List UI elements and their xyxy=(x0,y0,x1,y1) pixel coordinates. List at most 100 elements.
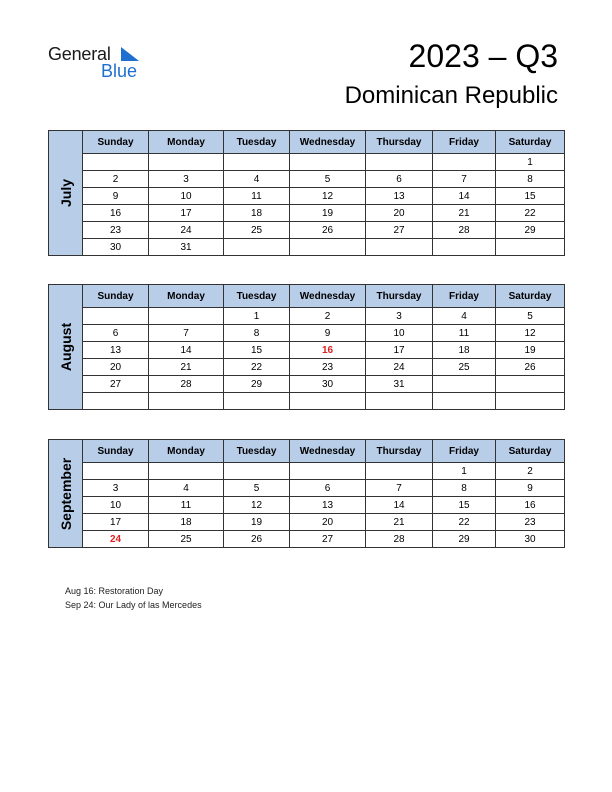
day-cell: 8 xyxy=(495,170,565,188)
weekday-header: Thursday xyxy=(365,130,433,154)
week-row: 9 10 11 12 13 14 15 xyxy=(49,187,565,205)
day-cell: 16 xyxy=(495,496,565,514)
day-cell: 30 xyxy=(289,375,366,393)
month-name: August xyxy=(57,322,74,372)
day-cell: 26 xyxy=(495,358,565,376)
day-cell: 25 xyxy=(432,358,496,376)
day-cell xyxy=(148,307,224,325)
day-cell xyxy=(82,307,149,325)
day-cell: 4 xyxy=(432,307,496,325)
day-cell: 10 xyxy=(365,324,433,342)
day-cell xyxy=(365,392,433,410)
weekday-header: Monday xyxy=(148,130,224,154)
day-cell xyxy=(365,462,433,480)
weekday-header: Monday xyxy=(148,284,224,308)
weekday-header: Monday xyxy=(148,439,224,463)
logo-general-text: General xyxy=(48,44,111,64)
day-cell xyxy=(289,462,366,480)
weekday-header: Wednesday xyxy=(289,284,366,308)
day-cell: 21 xyxy=(148,358,224,376)
day-cell xyxy=(289,153,366,171)
weekday-header: Thursday xyxy=(365,284,433,308)
day-cell xyxy=(289,392,366,410)
weekday-header: Tuesday xyxy=(223,284,290,308)
day-cell: 25 xyxy=(148,530,224,548)
month-label-cell: July xyxy=(48,130,83,256)
day-cell: 9 xyxy=(495,479,565,497)
day-cell: 18 xyxy=(148,513,224,531)
day-cell: 19 xyxy=(223,513,290,531)
day-cell: 9 xyxy=(82,187,149,205)
day-cell: 7 xyxy=(148,324,224,342)
day-cell: 13 xyxy=(82,341,149,359)
day-cell: 29 xyxy=(432,530,496,548)
day-cell: 25 xyxy=(223,221,290,239)
day-cell xyxy=(223,462,290,480)
day-cell: 5 xyxy=(495,307,565,325)
day-cell: 10 xyxy=(82,496,149,514)
day-cell: 5 xyxy=(289,170,366,188)
day-cell xyxy=(148,462,224,480)
day-cell xyxy=(432,153,496,171)
day-cell: 15 xyxy=(432,496,496,514)
holiday-note: Sep 24: Our Lady of las Mercedes xyxy=(65,600,202,610)
holiday-notes: Aug 16: Restoration Day Sep 24: Our Lady… xyxy=(65,584,202,612)
day-cell: 14 xyxy=(148,341,224,359)
day-cell: 22 xyxy=(223,358,290,376)
day-cell xyxy=(432,238,496,256)
week-row: 10 11 12 13 14 15 16 xyxy=(49,496,565,514)
day-cell xyxy=(432,375,496,393)
week-row: 24 25 26 27 28 29 30 xyxy=(49,530,565,548)
day-cell: 16 xyxy=(82,204,149,222)
week-row: 17 18 19 20 21 22 23 xyxy=(49,513,565,531)
day-cell xyxy=(495,392,565,410)
weekday-header: Friday xyxy=(432,130,496,154)
month-name: September xyxy=(57,457,74,530)
day-cell: 31 xyxy=(365,375,433,393)
day-cell: 21 xyxy=(365,513,433,531)
day-cell: 23 xyxy=(495,513,565,531)
day-cell xyxy=(223,238,290,256)
day-cell xyxy=(82,392,149,410)
day-cell: 6 xyxy=(82,324,149,342)
weekday-header: Sunday xyxy=(82,130,149,154)
week-row: 16 17 18 19 20 21 22 xyxy=(49,204,565,222)
day-cell: 29 xyxy=(223,375,290,393)
country-name: Dominican Republic xyxy=(344,82,558,109)
day-cell: 19 xyxy=(495,341,565,359)
day-cell: 24 xyxy=(148,221,224,239)
day-cell: 2 xyxy=(289,307,366,325)
day-cell xyxy=(82,153,149,171)
week-row: 20 21 22 23 24 25 26 xyxy=(49,358,565,376)
day-cell: 24 xyxy=(365,358,433,376)
day-cell: 15 xyxy=(223,341,290,359)
day-cell: 17 xyxy=(148,204,224,222)
day-cell: 14 xyxy=(432,187,496,205)
day-cell: 6 xyxy=(289,479,366,497)
day-cell: 28 xyxy=(432,221,496,239)
day-cell: 21 xyxy=(432,204,496,222)
day-cell xyxy=(495,238,565,256)
week-row: 1 xyxy=(49,153,565,171)
day-cell: 27 xyxy=(365,221,433,239)
day-cell: 2 xyxy=(82,170,149,188)
week-row: 13 14 15 16 17 18 19 xyxy=(49,341,565,359)
day-cell: 13 xyxy=(365,187,433,205)
day-cell: 30 xyxy=(495,530,565,548)
generalblue-logo: General Blue xyxy=(48,44,148,84)
day-cell xyxy=(148,153,224,171)
day-cell: 1 xyxy=(432,462,496,480)
day-cell xyxy=(289,238,366,256)
logo-triangle-icon xyxy=(121,47,139,61)
day-cell: 8 xyxy=(223,324,290,342)
day-cell: 4 xyxy=(223,170,290,188)
holiday-day-cell: 24 xyxy=(82,530,149,548)
day-cell xyxy=(82,462,149,480)
day-cell: 22 xyxy=(495,204,565,222)
day-cell: 28 xyxy=(365,530,433,548)
day-cell xyxy=(365,238,433,256)
